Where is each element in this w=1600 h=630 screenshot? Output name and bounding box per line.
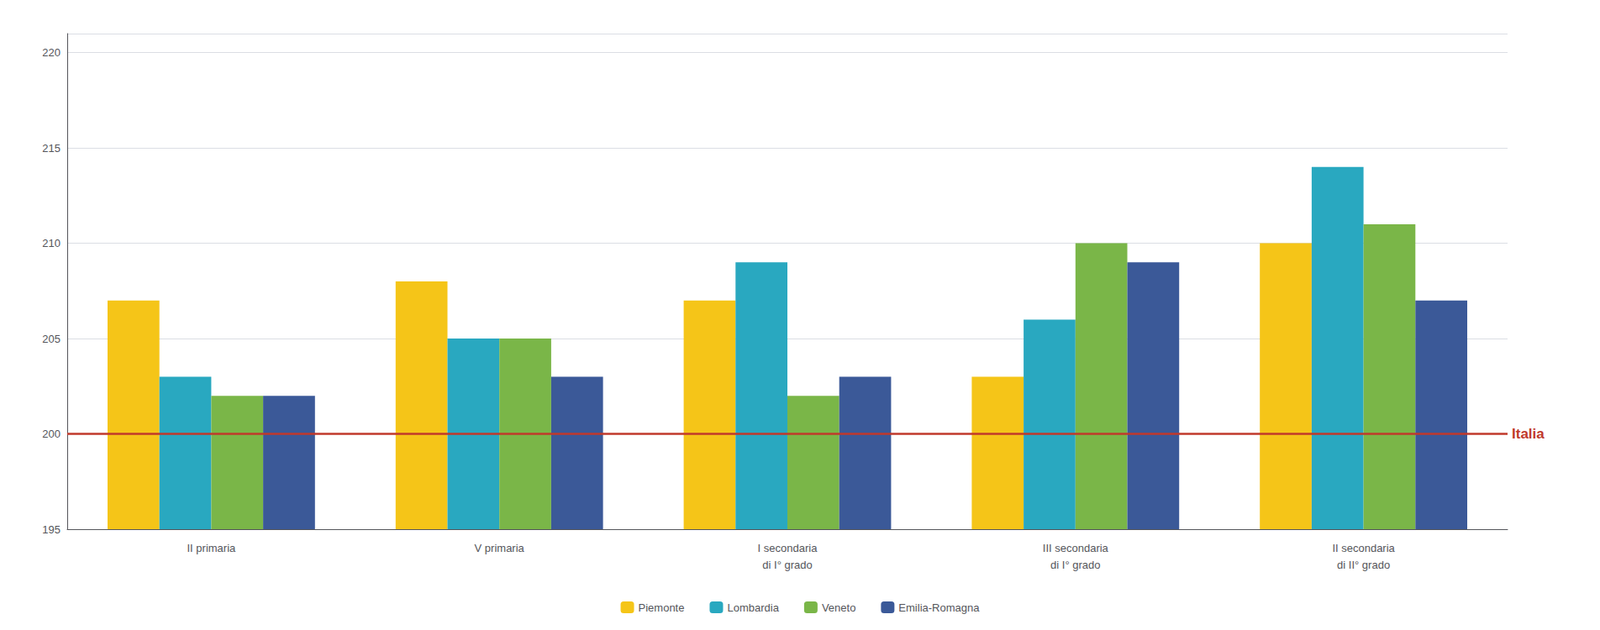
svg-text:di II° grado: di II° grado [1336, 558, 1390, 572]
svg-text:di I° grado: di I° grado [762, 558, 812, 572]
svg-text:Italia: Italia [1511, 426, 1545, 443]
svg-text:I secondaria: I secondaria [757, 542, 819, 555]
svg-text:Piemonte: Piemonte [638, 601, 685, 615]
svg-text:215: 215 [42, 142, 61, 155]
svg-text:V primaria: V primaria [474, 542, 526, 555]
svg-text:di I° grado: di I° grado [1050, 558, 1100, 572]
svg-text:205: 205 [42, 332, 61, 346]
svg-text:220: 220 [42, 46, 61, 59]
svg-text:200: 200 [42, 427, 61, 441]
svg-text:II secondaria: II secondaria [1331, 542, 1395, 555]
svg-text:Emilia-Romagna: Emilia-Romagna [898, 601, 980, 615]
svg-text:III secondaria: III secondaria [1042, 542, 1110, 555]
svg-text:195: 195 [42, 523, 61, 537]
svg-text:210: 210 [42, 236, 61, 250]
svg-text:Veneto: Veneto [821, 601, 857, 615]
svg-text:Lombardia: Lombardia [726, 601, 779, 615]
svg-text:II primaria: II primaria [187, 542, 237, 555]
